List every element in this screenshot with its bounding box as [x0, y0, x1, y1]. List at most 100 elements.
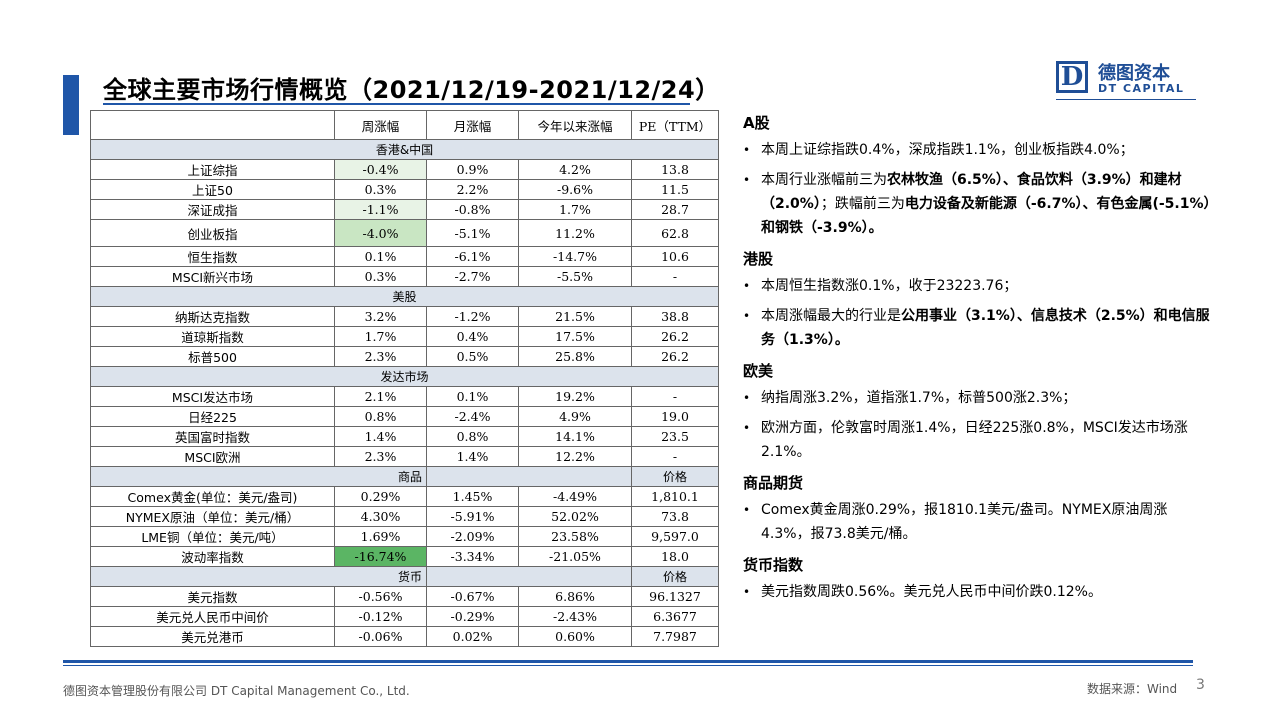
cell-month: 0.5%	[426, 346, 519, 367]
table-row: 波动率指数 -16.74% -3.34% -21.05% 18.0	[90, 546, 719, 567]
cell-ytd: 12.2%	[518, 446, 632, 467]
cell-week: 1.4%	[334, 426, 427, 447]
section-label: 商品	[90, 466, 427, 487]
bullet-icon: •	[743, 143, 751, 157]
cell-ytd: -14.7%	[518, 246, 632, 267]
cell-month: 0.02%	[426, 626, 519, 647]
cell-month: 0.1%	[426, 386, 519, 407]
section-title-hk: 港股	[743, 250, 774, 268]
page-number: 3	[1196, 677, 1205, 693]
list-item: • 本周上证综指跌0.4%，深成指跌1.1%，创业板指跌4.0%；	[743, 138, 1213, 162]
cell-month: -0.67%	[426, 586, 519, 607]
cell-ytd: 1.7%	[518, 199, 632, 220]
cell-week: 1.7%	[334, 326, 427, 347]
bullet-icon: •	[743, 279, 751, 293]
section-label: 发达市场	[90, 366, 719, 387]
bullet-text: 美元指数周跌0.56%。美元兑人民币中间价跌0.12%。	[761, 584, 1102, 600]
bullet-text: 本周恒生指数涨0.1%，收于23223.76；	[761, 278, 1018, 294]
row-name: 深证成指	[90, 199, 335, 220]
section-row-currency: 货币 价格	[90, 566, 719, 587]
table-row: NYMEX原油（单位：美元/桶） 4.30% -5.91% 52.02% 73.8	[90, 506, 719, 527]
row-name: Comex黄金(单位：美元/盎司)	[90, 486, 335, 507]
row-name: 道琼斯指数	[90, 326, 335, 347]
bullet-text: 纳指周涨3.2%，道指涨1.7%，标普500涨2.3%；	[761, 390, 1077, 406]
cell-month: -6.1%	[426, 246, 519, 267]
table-row: 道琼斯指数 1.7% 0.4% 17.5% 26.2	[90, 326, 719, 347]
section-row-hk-cn: 香港&中国	[90, 139, 719, 160]
bullet-icon: •	[743, 309, 751, 323]
cell-month: 0.4%	[426, 326, 519, 347]
section-spacer	[426, 566, 632, 587]
row-name: LME铜（单位：美元/吨）	[90, 526, 335, 547]
cell-month: -0.29%	[426, 606, 519, 627]
bullet-bold-text: 。	[834, 332, 849, 348]
market-table: 周涨幅 月涨幅 今年以来涨幅 PE（TTM） 香港&中国 上证综指 -0.4% 0.…	[90, 110, 719, 647]
cell-last: 26.2	[631, 346, 719, 367]
list-item: • 本周行业涨幅前三为农林牧渔（6.5%）、食品饮料（3.9%）和建材（2.0%）…	[743, 168, 1213, 240]
section-title-commodity: 商品期货	[743, 474, 804, 492]
cell-last: 26.2	[631, 326, 719, 347]
row-name: 创业板指	[90, 219, 335, 247]
bullet-bold-text: 电力设备及新能源（-6.7%）、有色金属(-5.1%）和钢铁（-3.9%）	[761, 196, 1211, 236]
row-name: 上证50	[90, 179, 335, 200]
cell-ytd: -9.6%	[518, 179, 632, 200]
footer-divider	[63, 660, 1193, 663]
table-row: MSCI新兴市场 0.3% -2.7% -5.5% -	[90, 266, 719, 287]
cell-last: 19.0	[631, 406, 719, 427]
cell-week: 0.3%	[334, 266, 427, 287]
row-name: 美元兑港币	[90, 626, 335, 647]
row-name: 日经225	[90, 406, 335, 427]
bullet-bold-text: 。	[868, 220, 883, 236]
bullet-bold-text: 农林牧渔（6.5%）、食品饮料（3.9%）和建材（2.0%）	[761, 172, 1182, 212]
section-label: 货币	[90, 566, 427, 587]
cell-month: 1.4%	[426, 446, 519, 467]
row-name: 纳斯达克指数	[90, 306, 335, 327]
bullet-bold-text: 公用事业（3.1%）、信息技术（2.5%）和电信服务（1.3%）	[761, 308, 1210, 348]
cell-week: 2.1%	[334, 386, 427, 407]
cell-ytd: -4.49%	[518, 486, 632, 507]
section-title-currency: 货币指数	[743, 556, 804, 574]
list-item: • 本周恒生指数涨0.1%，收于23223.76；	[743, 274, 1213, 298]
cell-ytd: 21.5%	[518, 306, 632, 327]
cell-ytd: 0.60%	[518, 626, 632, 647]
bullet-icon: •	[743, 585, 751, 599]
cell-week: 0.29%	[334, 486, 427, 507]
bullet-text: 本周上证综指跌0.4%，深成指跌1.1%，创业板指跌4.0%；	[761, 142, 1134, 158]
cell-last: 38.8	[631, 306, 719, 327]
row-name: 美元兑人民币中间价	[90, 606, 335, 627]
cell-week: -0.56%	[334, 586, 427, 607]
cell-ytd: 4.2%	[518, 159, 632, 180]
table-row: 纳斯达克指数 3.2% -1.2% 21.5% 38.8	[90, 306, 719, 327]
brand-name-cn: 德图资本	[1098, 63, 1170, 84]
commentary-panel: A股 • 本周上证综指跌0.4%，深成指跌1.1%，创业板指跌4.0%； • 本周行…	[743, 110, 1213, 610]
cell-last: 28.7	[631, 199, 719, 220]
table-row: 深证成指 -1.1% -0.8% 1.7% 28.7	[90, 199, 719, 220]
cell-week: 0.1%	[334, 246, 427, 267]
brand-name-en: DT CAPITAL	[1098, 82, 1185, 95]
header-month-change: 月涨幅	[426, 110, 519, 140]
table-row: 英国富时指数 1.4% 0.8% 14.1% 23.5	[90, 426, 719, 447]
section-price-label: 价格	[631, 466, 719, 487]
table-row: 标普500 2.3% 0.5% 25.8% 26.2	[90, 346, 719, 367]
cell-week: -0.12%	[334, 606, 427, 627]
cell-week: -16.74%	[334, 546, 427, 567]
cell-month: -2.7%	[426, 266, 519, 287]
table-row: 美元兑港币 -0.06% 0.02% 0.60% 7.7987	[90, 626, 719, 647]
cell-ytd: 4.9%	[518, 406, 632, 427]
cell-last: 62.8	[631, 219, 719, 247]
cell-last: 1,810.1	[631, 486, 719, 507]
list-item: • 本周涨幅最大的行业是公用事业（3.1%）、信息技术（2.5%）和电信服务（1.…	[743, 304, 1213, 352]
cell-last: 10.6	[631, 246, 719, 267]
table-row: 美元兑人民币中间价 -0.12% -0.29% -2.43% 6.3677	[90, 606, 719, 627]
cell-ytd: 6.86%	[518, 586, 632, 607]
row-name: MSCI发达市场	[90, 386, 335, 407]
cell-week: 0.3%	[334, 179, 427, 200]
cell-month: 2.2%	[426, 179, 519, 200]
table-row: 上证50 0.3% 2.2% -9.6% 11.5	[90, 179, 719, 200]
section-title-us-eu: 欧美	[743, 362, 774, 380]
cell-ytd: 23.58%	[518, 526, 632, 547]
table-row: MSCI欧洲 2.3% 1.4% 12.2% -	[90, 446, 719, 467]
header-ytd-change: 今年以来涨幅	[518, 110, 632, 140]
cell-month: -3.34%	[426, 546, 519, 567]
cell-month: -5.1%	[426, 219, 519, 247]
